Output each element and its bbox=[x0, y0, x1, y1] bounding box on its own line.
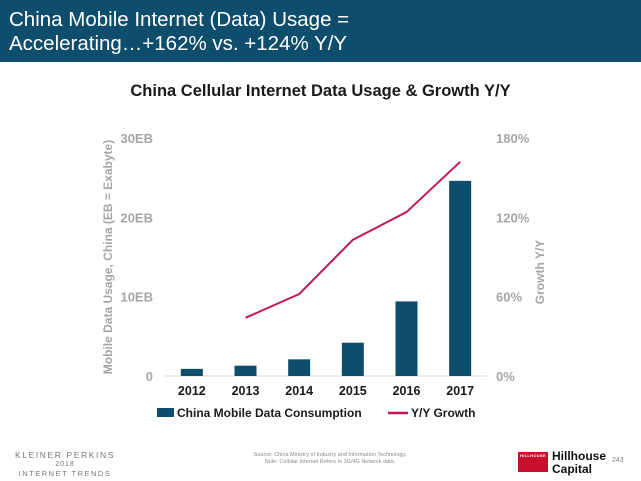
y2-tick-label: 0% bbox=[496, 369, 515, 384]
bar bbox=[180, 368, 203, 376]
source-line: Source: China Ministry of Industry and I… bbox=[253, 452, 407, 458]
y-tick-label: 0 bbox=[146, 369, 153, 384]
kpcb-logo-line3: INTERNET TRENDS bbox=[18, 469, 112, 478]
legend-label-line: Y/Y Growth bbox=[411, 406, 475, 420]
x-tick-label: 2015 bbox=[339, 384, 367, 398]
x-tick-label: 2012 bbox=[178, 384, 206, 398]
bar bbox=[341, 342, 364, 376]
x-tick-label: 2016 bbox=[393, 384, 421, 398]
growth-line bbox=[245, 161, 461, 319]
x-tick-label: 2014 bbox=[285, 384, 313, 398]
y-tick-label: 30EB bbox=[120, 131, 153, 146]
x-tick-label: 2013 bbox=[232, 384, 260, 398]
kpcb-logo-line2: 2018 bbox=[55, 461, 75, 468]
page-number: 243 bbox=[612, 457, 624, 464]
y2-tick-label: 120% bbox=[496, 210, 530, 225]
x-tick-label: 2017 bbox=[446, 384, 474, 398]
legend-label-bar: China Mobile Data Consumption bbox=[177, 406, 362, 420]
chart-title: China Cellular Internet Data Usage & Gro… bbox=[130, 82, 511, 100]
y2-axis-title: Growth Y/Y bbox=[533, 240, 547, 304]
bar bbox=[395, 301, 418, 376]
source-note: Source: China Ministry of Industry and I… bbox=[180, 452, 480, 466]
hillhouse-logo-mark: HILLHOUSE bbox=[518, 452, 548, 472]
kpcb-logo-line1: KLEINER PERKINS bbox=[14, 450, 116, 460]
y2-tick-label: 60% bbox=[496, 290, 522, 305]
slide-title: China Mobile Internet (Data) Usage = Acc… bbox=[9, 8, 350, 55]
y-axis-title: Mobile Data Usage, China (EB = Exabyte) bbox=[101, 140, 115, 374]
bar bbox=[288, 359, 311, 376]
hillhouse-logo: Hillhouse Capital bbox=[552, 450, 606, 476]
legend-swatch-bar bbox=[157, 408, 174, 417]
hillhouse-logo-line1: Hillhouse bbox=[552, 449, 607, 463]
note-line: Note: Cellular Internet Refers to 3G/4G … bbox=[264, 459, 396, 465]
y-tick-label: 20EB bbox=[120, 210, 153, 225]
y2-tick-label: 180% bbox=[496, 131, 530, 146]
bar bbox=[234, 365, 257, 376]
y-tick-label: 10EB bbox=[120, 290, 153, 305]
slide-header: China Mobile Internet (Data) Usage = Acc… bbox=[0, 0, 641, 62]
hillhouse-logo-line2: Capital bbox=[552, 462, 593, 476]
bar bbox=[449, 180, 472, 376]
kpcb-logo: KLEINER PERKINS 2018 INTERNET TRENDS bbox=[10, 450, 120, 479]
